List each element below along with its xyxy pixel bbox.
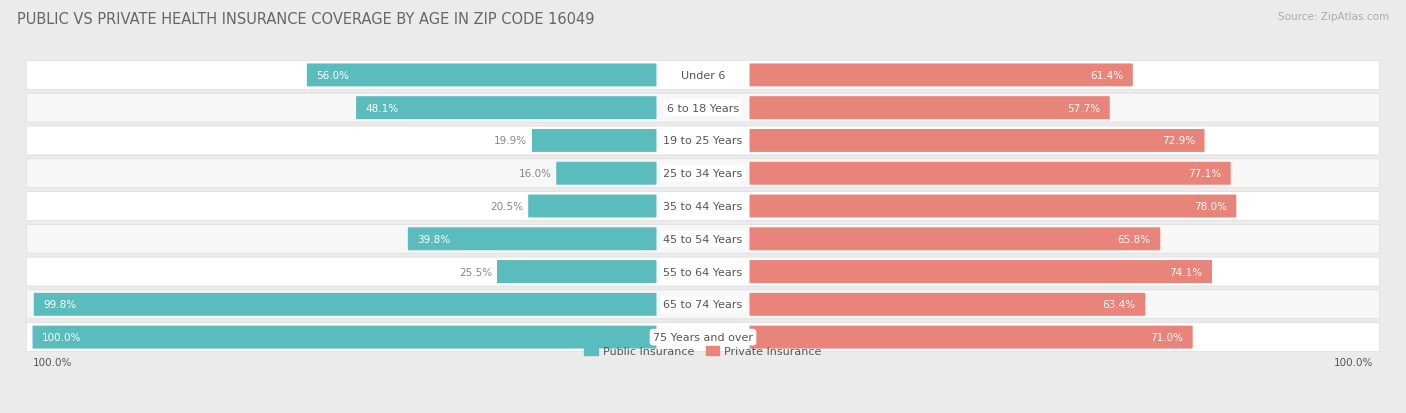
FancyBboxPatch shape [27,225,1379,254]
Text: 61.4%: 61.4% [1090,71,1123,81]
FancyBboxPatch shape [749,130,1205,152]
Text: 100.0%: 100.0% [32,357,72,367]
Text: 77.1%: 77.1% [1188,169,1220,179]
FancyBboxPatch shape [749,228,1160,251]
Text: 19.9%: 19.9% [494,136,527,146]
FancyBboxPatch shape [34,293,657,316]
FancyBboxPatch shape [408,228,657,251]
Text: 63.4%: 63.4% [1102,299,1136,310]
Text: 100.0%: 100.0% [1334,357,1374,367]
Text: 25.5%: 25.5% [460,267,492,277]
FancyBboxPatch shape [27,127,1379,156]
Text: 16.0%: 16.0% [519,169,551,179]
Text: 20.5%: 20.5% [491,202,523,211]
Text: 48.1%: 48.1% [366,103,399,114]
FancyBboxPatch shape [32,326,657,349]
Text: 65 to 74 Years: 65 to 74 Years [664,299,742,310]
Text: 35 to 44 Years: 35 to 44 Years [664,202,742,211]
FancyBboxPatch shape [27,94,1379,123]
Text: PUBLIC VS PRIVATE HEALTH INSURANCE COVERAGE BY AGE IN ZIP CODE 16049: PUBLIC VS PRIVATE HEALTH INSURANCE COVER… [17,12,595,27]
FancyBboxPatch shape [749,326,1192,349]
Text: 19 to 25 Years: 19 to 25 Years [664,136,742,146]
Text: 45 to 54 Years: 45 to 54 Years [664,234,742,244]
FancyBboxPatch shape [531,130,657,152]
Legend: Public Insurance, Private Insurance: Public Insurance, Private Insurance [579,342,827,361]
FancyBboxPatch shape [749,97,1109,120]
FancyBboxPatch shape [27,290,1379,319]
Text: Source: ZipAtlas.com: Source: ZipAtlas.com [1278,12,1389,22]
Text: 99.8%: 99.8% [44,299,76,310]
Text: 72.9%: 72.9% [1161,136,1195,146]
Text: 57.7%: 57.7% [1067,103,1099,114]
Text: 71.0%: 71.0% [1150,332,1182,342]
FancyBboxPatch shape [27,323,1379,352]
FancyBboxPatch shape [749,293,1146,316]
FancyBboxPatch shape [749,162,1230,185]
Text: 100.0%: 100.0% [42,332,82,342]
FancyBboxPatch shape [496,261,657,283]
Text: 39.8%: 39.8% [418,234,450,244]
Text: 65.8%: 65.8% [1118,234,1150,244]
FancyBboxPatch shape [27,62,1379,90]
FancyBboxPatch shape [749,195,1236,218]
FancyBboxPatch shape [356,97,657,120]
Text: 78.0%: 78.0% [1194,202,1226,211]
FancyBboxPatch shape [307,64,657,87]
Text: 6 to 18 Years: 6 to 18 Years [666,103,740,114]
FancyBboxPatch shape [27,159,1379,188]
Text: 55 to 64 Years: 55 to 64 Years [664,267,742,277]
Text: Under 6: Under 6 [681,71,725,81]
Text: 25 to 34 Years: 25 to 34 Years [664,169,742,179]
FancyBboxPatch shape [749,64,1133,87]
FancyBboxPatch shape [557,162,657,185]
Text: 75 Years and over: 75 Years and over [652,332,754,342]
FancyBboxPatch shape [27,192,1379,221]
FancyBboxPatch shape [529,195,657,218]
FancyBboxPatch shape [27,258,1379,286]
Text: 74.1%: 74.1% [1170,267,1202,277]
Text: 56.0%: 56.0% [316,71,350,81]
FancyBboxPatch shape [749,261,1212,283]
